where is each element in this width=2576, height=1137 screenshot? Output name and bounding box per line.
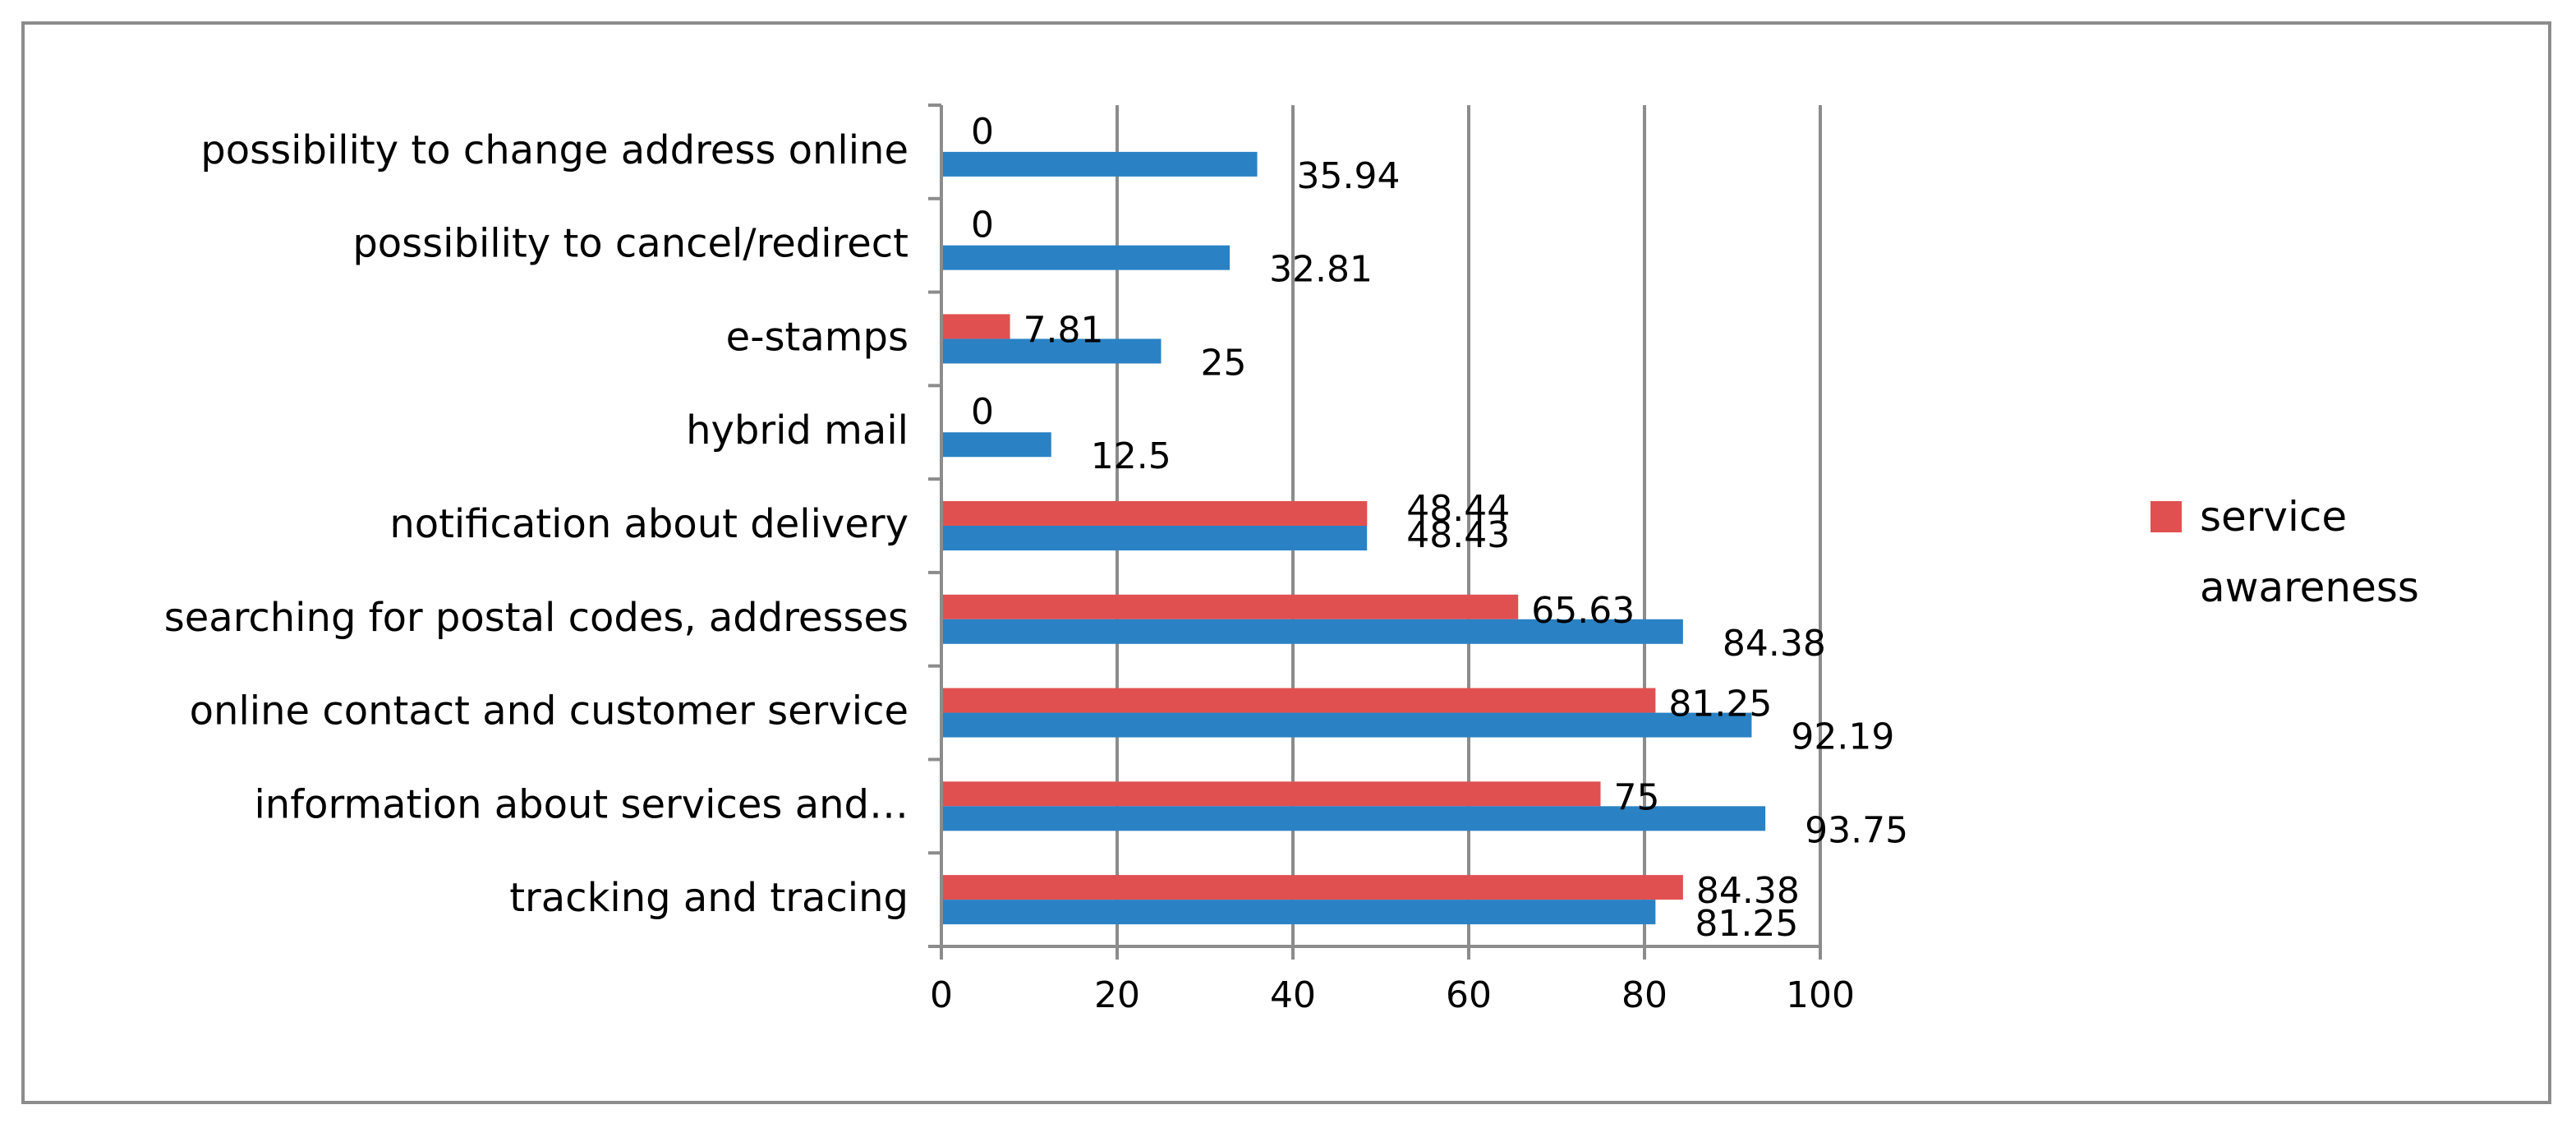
- data-label-red-1: 75: [1614, 776, 1660, 818]
- bar-blue-5: [941, 432, 1051, 458]
- bars: [941, 151, 1766, 925]
- data-label-blue-7: 32.81: [1269, 249, 1373, 291]
- data-label-blue-4: 48.43: [1406, 514, 1510, 556]
- data-label-blue-0: 81.25: [1695, 903, 1798, 945]
- data-labels: 84.3881.257593.7581.2592.1965.6384.3848.…: [971, 111, 1908, 945]
- data-label-red-3: 65.63: [1531, 590, 1635, 632]
- x-tick-label-100: 100: [1786, 974, 1855, 1016]
- legend-swatch-service-awareness: [2150, 501, 2182, 532]
- bar-blue-8: [941, 151, 1258, 177]
- category-label-8: possibility to change address online: [200, 127, 908, 173]
- category-label-7: possibility to cancel/redirect: [352, 221, 908, 267]
- bar-red-4: [941, 501, 1368, 526]
- category-label-3: searching for postal codes, addresses: [164, 595, 908, 641]
- data-label-blue-3: 84.38: [1723, 623, 1826, 665]
- data-label-blue-6: 25: [1201, 342, 1247, 384]
- bar-blue-3: [941, 619, 1683, 644]
- legend-label-line1: service: [2200, 493, 2347, 541]
- x-tick-label-60: 60: [1446, 974, 1492, 1016]
- data-label-red-5: 0: [971, 391, 994, 433]
- legend-label-line2: awareness: [2200, 564, 2419, 611]
- category-label-4: notification about delivery: [389, 501, 908, 547]
- data-label-blue-2: 92.19: [1791, 716, 1894, 758]
- bar-red-2: [941, 688, 1656, 713]
- category-label-6: e-stamps: [726, 314, 908, 360]
- bar-blue-0: [941, 900, 1656, 925]
- x-tick-label-20: 20: [1094, 974, 1140, 1016]
- category-label-1: information about services and…: [254, 781, 908, 827]
- category-label-5: hybrid mail: [686, 407, 908, 453]
- data-label-red-8: 0: [971, 111, 994, 153]
- x-tick-label-0: 0: [930, 974, 953, 1016]
- data-label-red-6: 7.81: [1024, 309, 1104, 351]
- chart-frame: 0 20 40 60 80 100 84.38 81.25 75 93.75 81.25 92.19…: [21, 21, 2551, 1104]
- bar-red-6: [941, 314, 1010, 339]
- bar-red-3: [941, 594, 1519, 619]
- bar-red-0: [941, 875, 1683, 900]
- bar-blue-7: [941, 245, 1230, 270]
- bar-blue-1: [941, 806, 1766, 831]
- data-label-red-4: 48.44: [1406, 488, 1510, 530]
- data-label-red-0: 84.38: [1696, 870, 1800, 912]
- x-tick-label-40: 40: [1270, 974, 1316, 1016]
- bar-blue-6: [941, 338, 1162, 364]
- bar-chart: 0 20 40 60 80 100 84.3881.257593.7581.2592.19…: [164, 104, 2419, 1016]
- bar-blue-2: [941, 712, 1752, 738]
- bar-red-1: [941, 781, 1601, 807]
- axes: 0 20 40 60 80 100: [928, 104, 1855, 1016]
- data-label-red-2: 81.25: [1668, 684, 1772, 725]
- data-label-blue-8: 35.94: [1297, 155, 1401, 197]
- category-label-2: online contact and customer service: [190, 688, 908, 734]
- data-label-red-7: 0: [971, 205, 994, 246]
- category-label-0: tracking and tracing: [509, 875, 908, 921]
- category-labels: tracking and tracing information about se…: [164, 127, 908, 921]
- bar-blue-4: [941, 526, 1368, 550]
- data-label-blue-1: 93.75: [1805, 809, 1908, 851]
- x-tick-label-80: 80: [1622, 974, 1668, 1016]
- legend: service awareness: [2150, 493, 2419, 611]
- data-label-blue-5: 12.5: [1091, 435, 1171, 477]
